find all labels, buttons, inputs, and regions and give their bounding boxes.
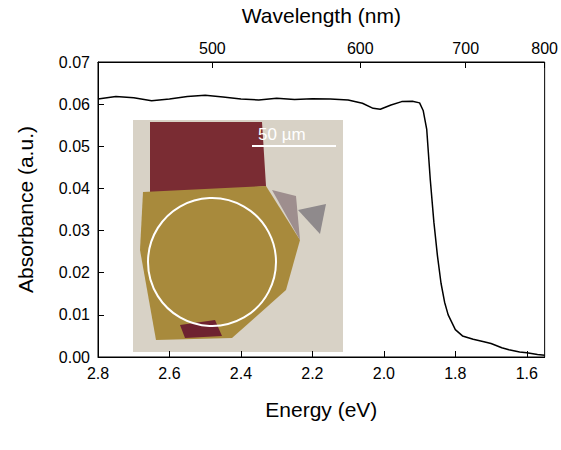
svg-text:700: 700 bbox=[452, 40, 479, 57]
svg-text:1.8: 1.8 bbox=[444, 365, 466, 382]
svg-text:800: 800 bbox=[531, 40, 558, 57]
svg-text:0.01: 0.01 bbox=[59, 306, 90, 323]
svg-text:0.03: 0.03 bbox=[59, 222, 90, 239]
svg-text:1.6: 1.6 bbox=[516, 365, 538, 382]
svg-text:0.05: 0.05 bbox=[59, 138, 90, 155]
svg-text:0.02: 0.02 bbox=[59, 264, 90, 281]
svg-text:2.2: 2.2 bbox=[301, 365, 323, 382]
svg-text:50 µm: 50 µm bbox=[258, 125, 306, 144]
svg-text:0.07: 0.07 bbox=[59, 54, 90, 71]
svg-text:0.06: 0.06 bbox=[59, 96, 90, 113]
svg-text:2.6: 2.6 bbox=[158, 365, 180, 382]
svg-text:2.8: 2.8 bbox=[87, 365, 109, 382]
svg-text:500: 500 bbox=[199, 40, 226, 57]
svg-text:Absorbance (a.u.): Absorbance (a.u.) bbox=[14, 126, 37, 293]
svg-text:0.00: 0.00 bbox=[59, 349, 90, 366]
svg-text:Wavelength (nm): Wavelength (nm) bbox=[242, 4, 401, 27]
svg-text:Energy (eV): Energy (eV) bbox=[265, 398, 377, 421]
svg-text:2.0: 2.0 bbox=[373, 365, 395, 382]
svg-text:0.04: 0.04 bbox=[59, 180, 90, 197]
svg-text:2.4: 2.4 bbox=[230, 365, 252, 382]
svg-text:600: 600 bbox=[347, 40, 374, 57]
